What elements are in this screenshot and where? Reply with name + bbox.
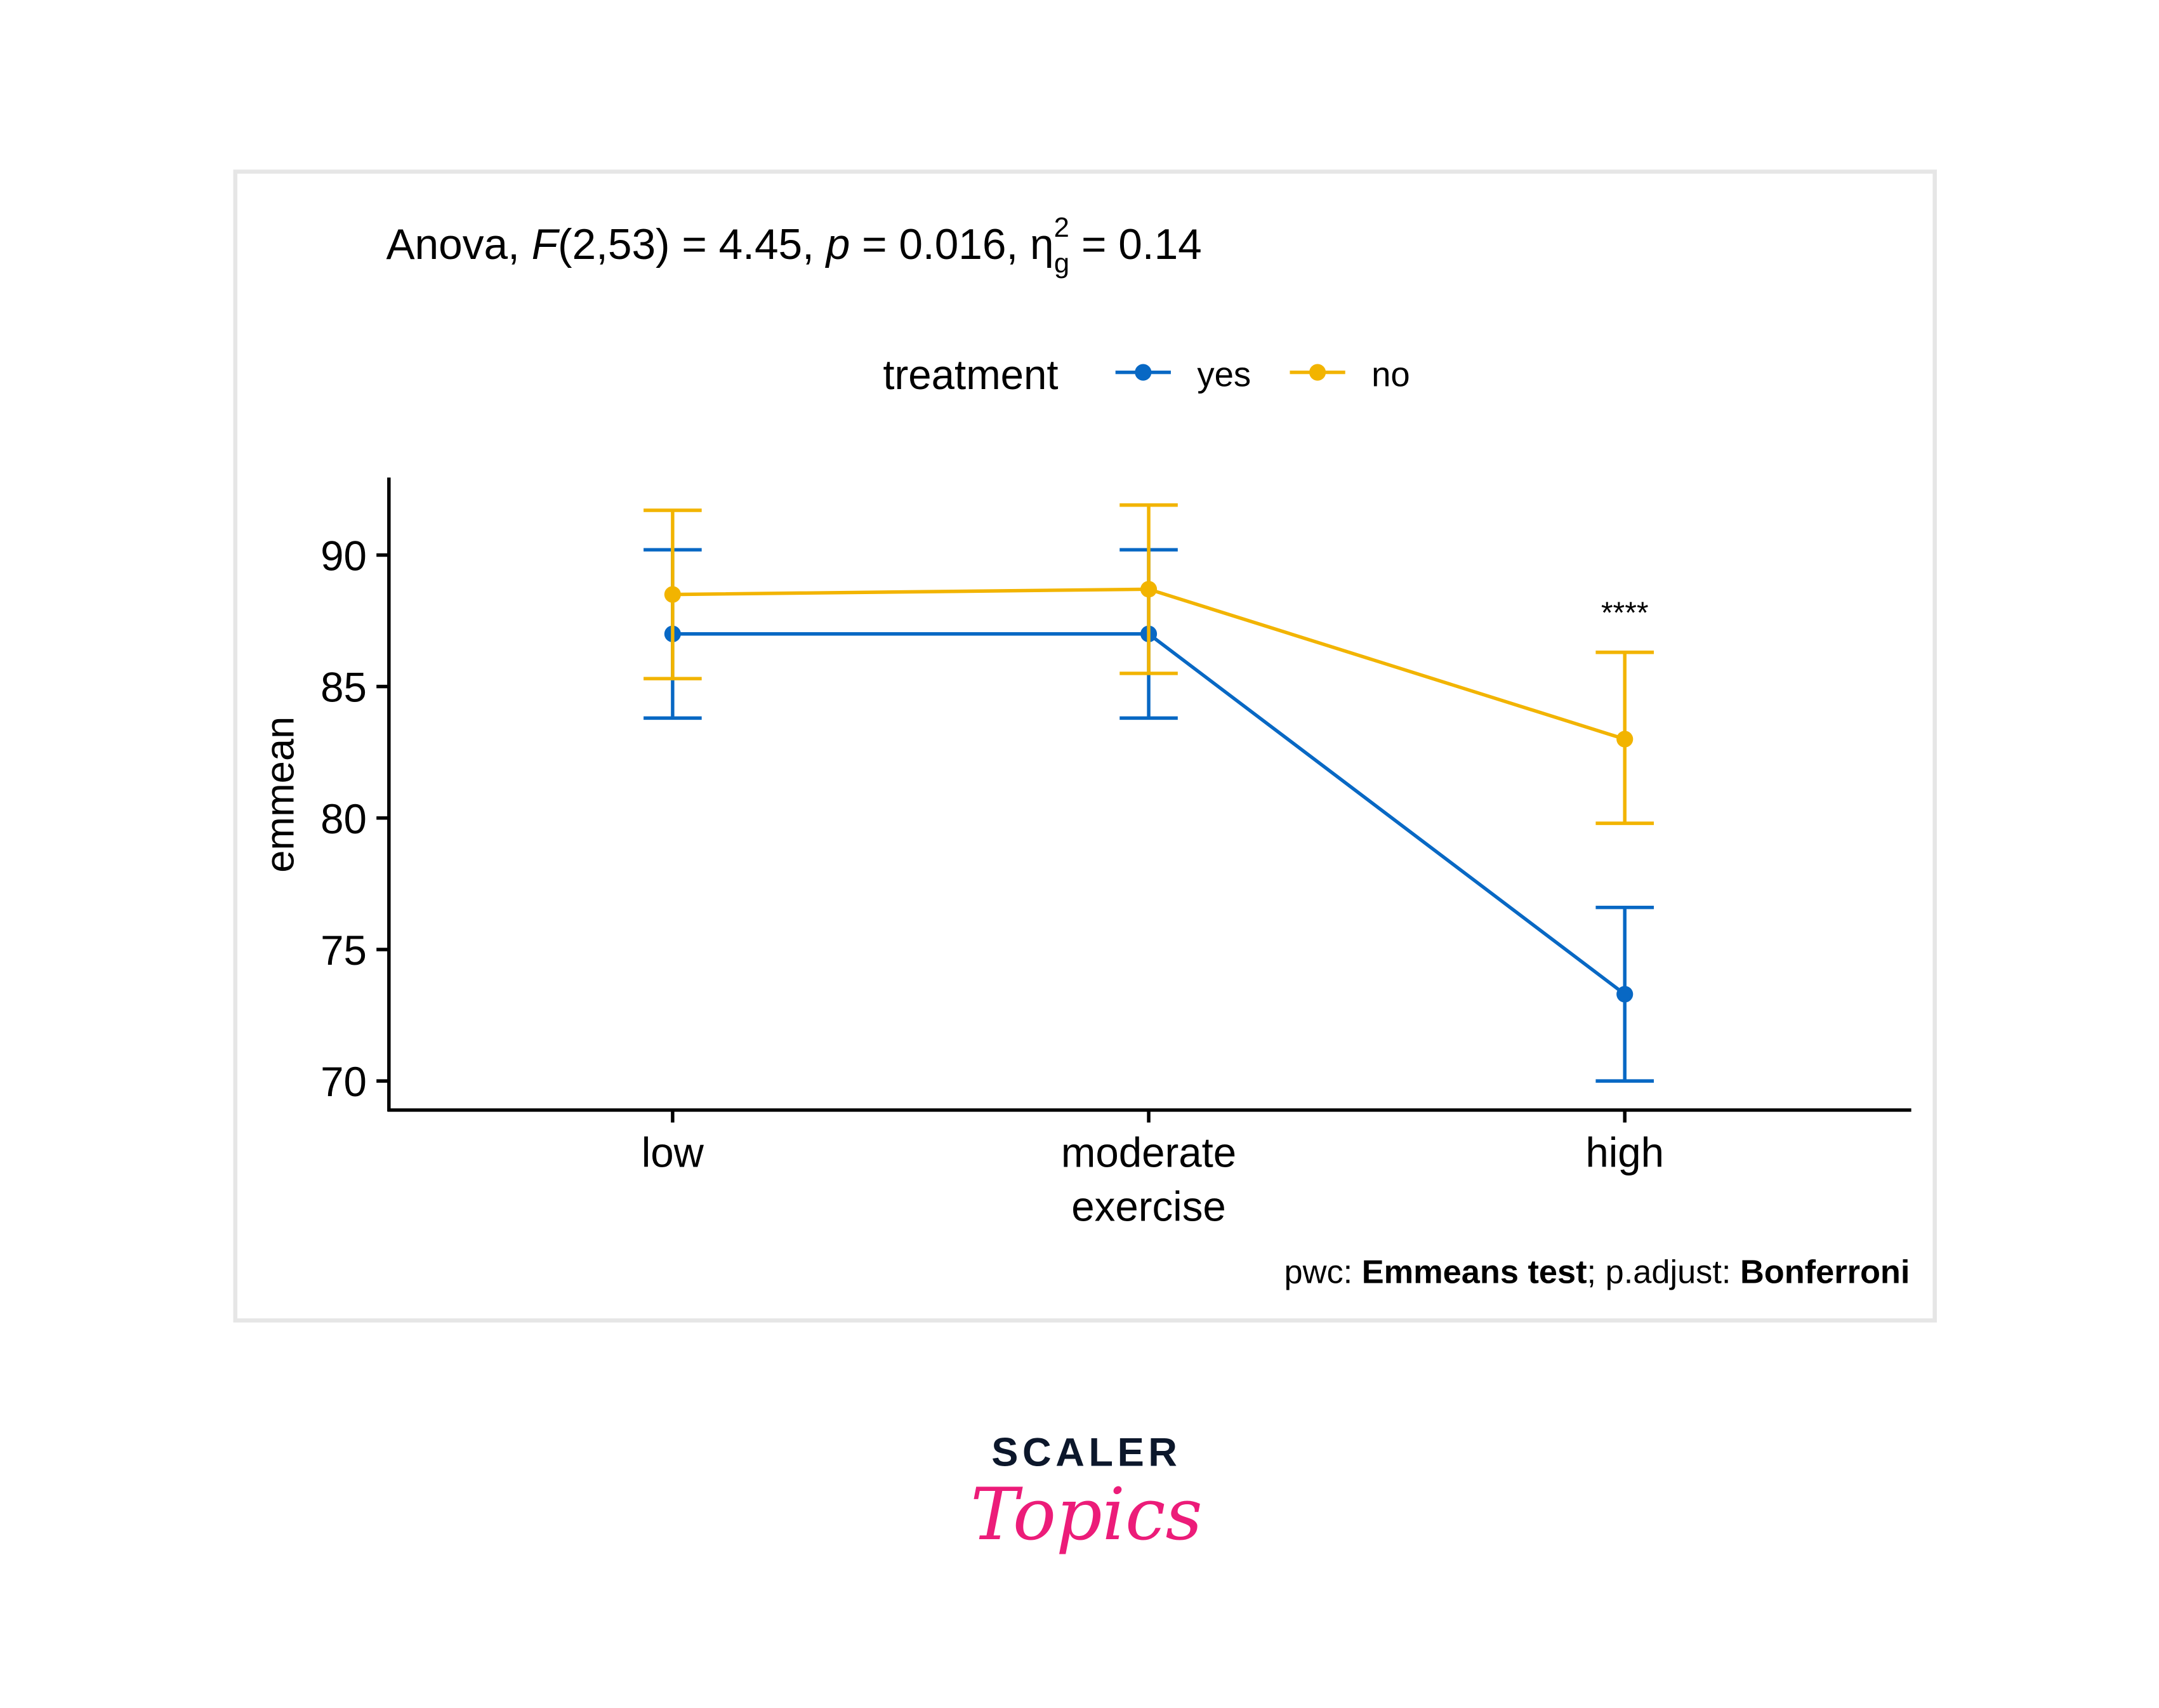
significance-label: **** — [1601, 596, 1649, 630]
chart-panel-border — [233, 169, 1937, 1323]
x-axis-label: exercise — [1071, 1183, 1226, 1229]
scaler-topics-logo: SCALER Topics — [970, 1430, 1203, 1556]
x-tick-label: low — [642, 1129, 704, 1175]
series-no — [644, 503, 1654, 825]
legend-key-point — [1309, 364, 1326, 381]
legend-key-point — [1135, 364, 1152, 381]
legend-item-label: yes — [1197, 355, 1251, 394]
legend-item-yes: yes — [1115, 355, 1251, 394]
legend: treatment yes no — [883, 352, 1410, 398]
x-tick-label: high — [1585, 1129, 1664, 1175]
logo-scaler-text: SCALER — [991, 1430, 1181, 1474]
y-tick-label: 80 — [320, 796, 367, 842]
x-tick-label: moderate — [1061, 1129, 1236, 1175]
data-point — [1616, 986, 1634, 1003]
chart-title: Anova, F(2,53) = 4.45, p = 0.016, η2 g = … — [386, 213, 1201, 279]
logo-topics-text: Topics — [970, 1473, 1203, 1556]
y-tick-label: 90 — [320, 533, 367, 579]
legend-item-no: no — [1290, 355, 1410, 394]
data-point — [1140, 581, 1158, 598]
data-point — [1616, 731, 1634, 748]
legend-item-label: no — [1371, 355, 1410, 394]
y-axis-label: emmean — [258, 717, 302, 873]
y-tick-label: 75 — [320, 927, 367, 974]
y-tick-label: 85 — [320, 665, 367, 711]
legend-title: treatment — [883, 352, 1058, 398]
y-tick-label: 70 — [320, 1059, 367, 1105]
caption: pwc: Emmeans test; p.adjust: Bonferroni — [1284, 1254, 1910, 1291]
data-point — [664, 586, 681, 603]
